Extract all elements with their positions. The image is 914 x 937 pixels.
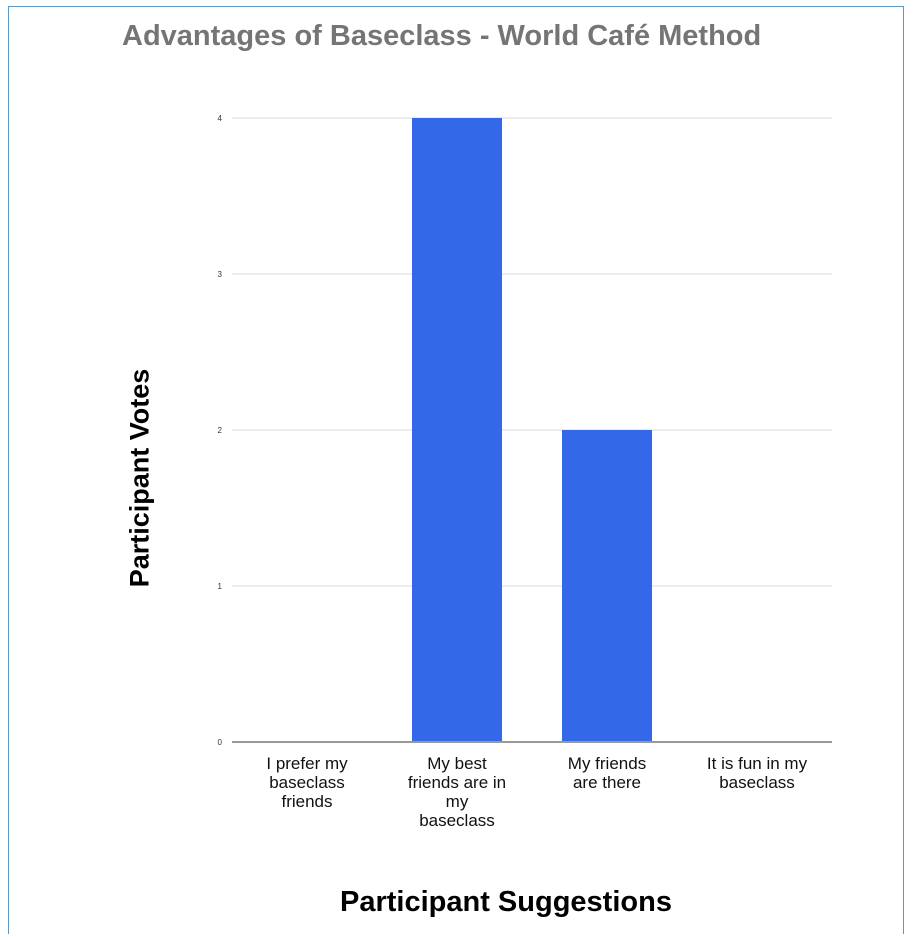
y-tick-label: 3	[218, 270, 223, 279]
y-tick-label: 2	[218, 426, 223, 435]
bar	[412, 118, 502, 742]
y-tick-label: 4	[218, 114, 223, 123]
chart-title: Advantages of Baseclass - World Café Met…	[122, 20, 762, 52]
x-tick-label: My friends are there	[568, 754, 646, 792]
x-axis-title: Participant Suggestions	[340, 886, 672, 918]
y-tick-label: 0	[218, 738, 223, 747]
x-tick-label: My best friends are in my baseclass	[408, 754, 506, 830]
x-tick-label: I prefer my baseclass friends	[266, 754, 348, 811]
bar	[562, 430, 652, 742]
x-tick-label: It is fun in my baseclass	[707, 754, 808, 792]
y-tick-label: 1	[218, 582, 223, 591]
